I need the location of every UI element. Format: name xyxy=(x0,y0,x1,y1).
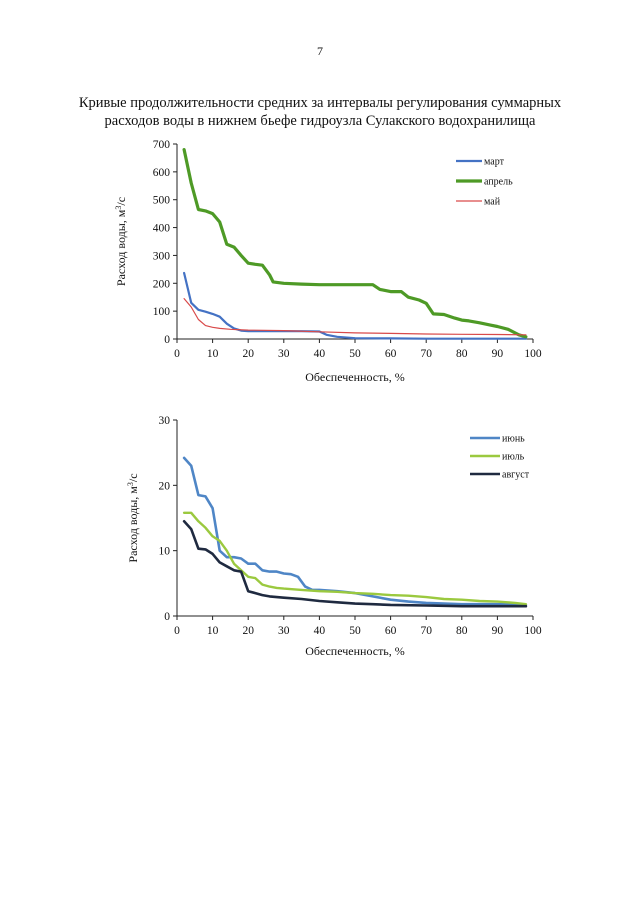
x-tick-label: 100 xyxy=(524,625,542,637)
y-tick-label: 30 xyxy=(159,415,171,427)
y-tick-label: 300 xyxy=(153,250,171,262)
series-line-0 xyxy=(182,456,528,607)
y-tick-label: 600 xyxy=(153,167,171,179)
x-tick-label: 60 xyxy=(385,348,397,360)
y-tick-label: 100 xyxy=(153,306,171,318)
y-tick-label: 400 xyxy=(153,223,171,235)
x-tick-label: 70 xyxy=(420,625,432,637)
y-tick-label: 700 xyxy=(153,139,171,151)
x-tick-label: 70 xyxy=(420,348,432,360)
legend-label: июнь xyxy=(502,434,525,445)
y-axis-label: Расход воды, м3/с xyxy=(126,473,141,562)
title-line-2: расходов воды в нижнем бьефе гидроузла С… xyxy=(104,113,536,129)
page-title: Кривые продолжительности средних за инте… xyxy=(0,94,640,130)
legend-label: август xyxy=(502,470,530,481)
y-axis-label-sup: 3 xyxy=(126,482,135,486)
x-tick-label: 50 xyxy=(349,348,361,360)
y-axis-label-main: Расход воды, м xyxy=(126,486,140,563)
y-tick-label: 0 xyxy=(164,611,170,623)
x-tick-label: 90 xyxy=(492,625,504,637)
x-axis-label: Обеспеченность, % xyxy=(305,370,405,384)
x-tick-label: 80 xyxy=(456,625,468,637)
series-line-1 xyxy=(182,511,528,606)
x-tick-label: 50 xyxy=(349,625,361,637)
x-tick-label: 0 xyxy=(174,625,180,637)
y-tick-label: 10 xyxy=(159,546,171,558)
y-tick-label: 200 xyxy=(153,278,171,290)
chart-spring: 0 100 200 300 400 500 600 700 0 10 20 30 40 50 60 70 80 9… xyxy=(114,139,542,384)
x-tick-label: 30 xyxy=(278,348,290,360)
chart-summer: 0 10 20 30 0 10 20 30 40 50 60 70 80 90 100 Обеспеченно… xyxy=(126,415,542,658)
series-line-2 xyxy=(183,298,527,336)
legend-label: июль xyxy=(502,452,525,463)
legend-label: май xyxy=(484,197,501,208)
legend-label: март xyxy=(484,157,505,168)
x-tick-label: 30 xyxy=(278,625,290,637)
x-tick-label: 90 xyxy=(492,348,504,360)
x-tick-label: 20 xyxy=(242,348,254,360)
y-axis-label-suffix: /с xyxy=(126,473,140,482)
series-line-1 xyxy=(182,148,528,339)
x-axis-label: Обеспеченность, % xyxy=(305,644,405,658)
y-axis-label-main: Расход воды, м xyxy=(114,209,128,286)
x-tick-label: 40 xyxy=(314,348,326,360)
legend-label: апрель xyxy=(484,177,513,188)
y-tick-label: 500 xyxy=(153,195,171,207)
y-axis-label-sup: 3 xyxy=(114,206,123,210)
x-tick-label: 20 xyxy=(242,625,254,637)
x-tick-label: 0 xyxy=(174,348,180,360)
series-line-0 xyxy=(183,271,528,340)
title-line-1: Кривые продолжительности средних за инте… xyxy=(78,95,562,111)
y-tick-label: 0 xyxy=(164,334,170,346)
y-axis-label: Расход воды, м3/с xyxy=(114,197,129,286)
page-number: 7 xyxy=(317,44,323,58)
y-tick-label: 20 xyxy=(159,480,171,492)
x-tick-label: 40 xyxy=(314,625,326,637)
x-tick-label: 60 xyxy=(385,625,397,637)
x-tick-label: 10 xyxy=(207,625,219,637)
x-tick-label: 80 xyxy=(456,348,468,360)
x-tick-label: 10 xyxy=(207,348,219,360)
x-tick-label: 100 xyxy=(524,348,542,360)
y-axis-label-suffix: /с xyxy=(114,197,128,206)
series-line-2 xyxy=(182,520,528,608)
